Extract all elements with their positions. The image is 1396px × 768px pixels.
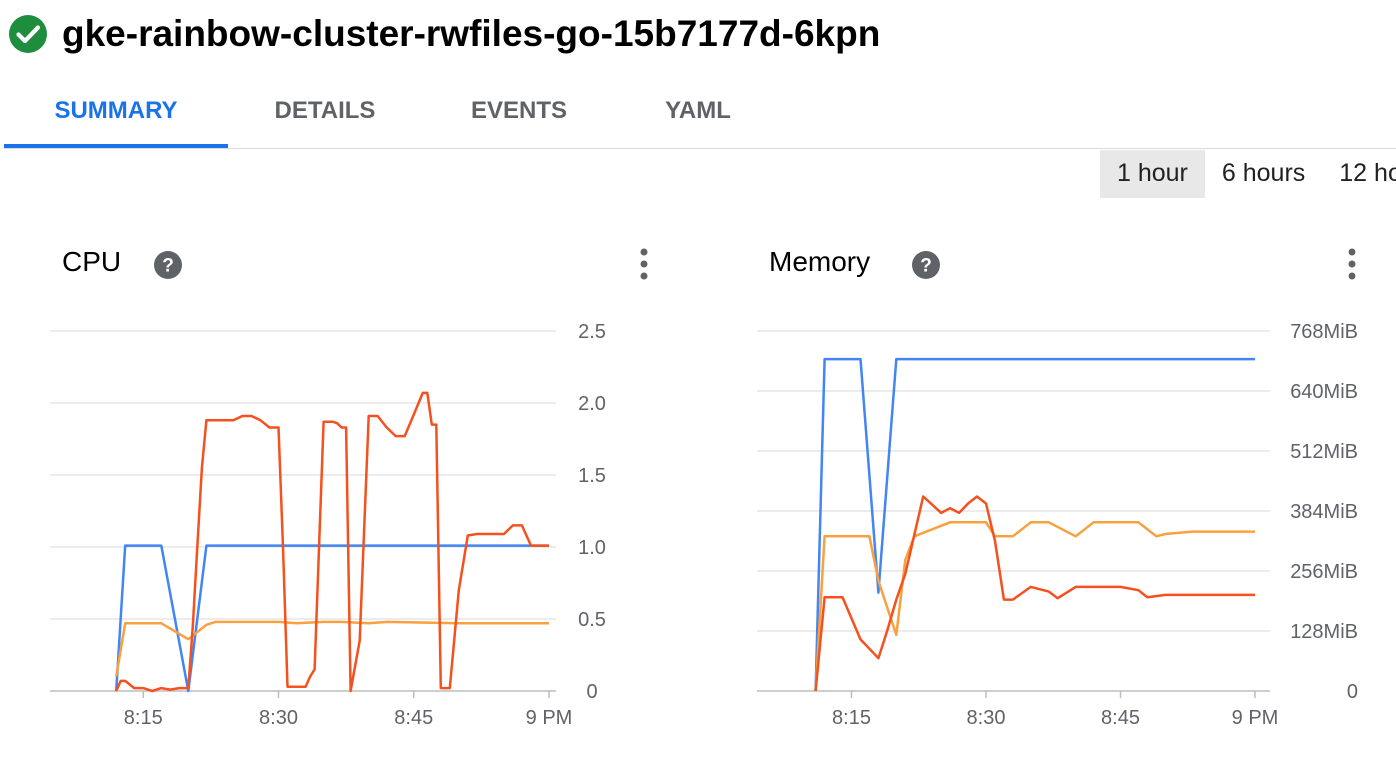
cpu-help-icon[interactable]: ?: [153, 250, 183, 280]
cpu-x-tick-label: 8:30: [259, 707, 298, 729]
cpu-series-line-1: [114, 620, 549, 677]
cpu-x-tick-label: 9 PM: [526, 707, 573, 729]
svg-text:?: ?: [162, 256, 174, 277]
tab-yaml[interactable]: YAML: [665, 97, 731, 124]
cpu-y-tick-label: 1.0: [578, 537, 606, 559]
cpu-y-tick-label: 2.0: [578, 393, 606, 415]
cpu-panel-title: CPU: [62, 246, 122, 277]
memory-panel-title: Memory: [769, 246, 871, 277]
range-6-hours-button[interactable]: 6 hours: [1221, 159, 1306, 187]
time-range-selector: 1 hour 6 hours 12 ho: [1100, 150, 1396, 198]
memory-more-vert-icon[interactable]: [1346, 246, 1358, 282]
range-12-hours-button[interactable]: 12 ho: [1339, 159, 1396, 187]
cpu-series-line-0: [114, 544, 549, 693]
tab-summary[interactable]: SUMMARY: [4, 76, 228, 148]
cpu-x-tick-label: 8:45: [394, 707, 433, 729]
tab-details[interactable]: DETAILS: [274, 97, 376, 124]
tab-events[interactable]: EVENTS: [470, 97, 568, 124]
page-header: gke-rainbow-cluster-rwfiles-go-15b7177d-…: [8, 8, 880, 60]
svg-text:?: ?: [920, 256, 932, 277]
cpu-y-tick-label: 1.5: [578, 465, 606, 487]
tab-bar: SUMMARY DETAILS EVENTS YAML: [4, 76, 1396, 149]
cpu-y-tick-label: 2.5: [578, 321, 606, 343]
page-title: gke-rainbow-cluster-rwfiles-go-15b7177d-…: [62, 13, 881, 54]
range-1-hour-button[interactable]: 1 hour: [1100, 150, 1205, 198]
cpu-y-tick-label: 0.5: [578, 609, 606, 631]
cpu-y-tick-label: 0: [586, 681, 597, 703]
cpu-series-line-2: [115, 391, 549, 693]
check-circle-icon: [9, 15, 47, 53]
cpu-more-vert-icon[interactable]: [638, 246, 650, 282]
memory-help-icon[interactable]: ?: [911, 250, 941, 280]
cpu-x-tick-label: 8:15: [124, 707, 163, 729]
